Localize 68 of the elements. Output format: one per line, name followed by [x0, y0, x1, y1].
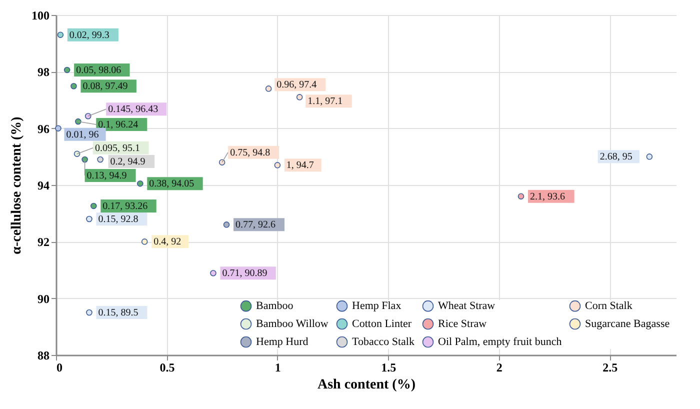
- point: [70, 82, 77, 90]
- point: [210, 270, 216, 276]
- legend-label: Rice Straw: [438, 318, 487, 330]
- point: [84, 113, 92, 120]
- point: [82, 156, 88, 163]
- x-tick-label: 1: [274, 360, 281, 374]
- data-label: 0.08, 97.49: [82, 81, 128, 92]
- point: [57, 32, 64, 38]
- data-label: 0.77, 92.6: [236, 220, 276, 231]
- data-label: 2.1, 93.6: [530, 191, 565, 202]
- data-label: 0.75, 94.8: [230, 147, 270, 158]
- point: [74, 150, 80, 157]
- data-label: 0.38, 94.05: [149, 178, 194, 190]
- y-tick-label: 96: [38, 122, 50, 136]
- point: [86, 216, 92, 222]
- point: [265, 86, 272, 92]
- data-label: 0.095, 95.1: [95, 142, 140, 154]
- point: [86, 309, 92, 316]
- data-label: 0.145, 96.43: [108, 104, 158, 116]
- legend-label: Bamboo Willow: [256, 318, 328, 330]
- point: [90, 202, 97, 210]
- legend-label: Cotton Linter: [352, 318, 412, 330]
- data-label: 2.68, 95: [600, 152, 632, 163]
- data-label: 1.1, 97.1: [308, 96, 343, 108]
- data-label: 1, 94.7: [286, 160, 314, 172]
- data-label: 0.15, 89.5: [98, 308, 138, 318]
- legend-label: Bamboo: [256, 300, 294, 312]
- point: [296, 94, 303, 100]
- data-label: 0.1, 96.24: [98, 120, 138, 131]
- y-tick-label: 94: [38, 178, 50, 192]
- legend-label: Sugarcane Bagasse: [585, 318, 670, 330]
- point: [646, 154, 653, 160]
- data-label: 0.01, 96: [66, 129, 99, 140]
- data-label: 0.15, 92.8: [98, 214, 138, 225]
- data-label: 0.17, 93.26: [102, 200, 148, 212]
- point: [518, 193, 524, 200]
- point: [55, 125, 62, 132]
- data-label: 0.2, 94.9: [110, 156, 146, 168]
- y-tick-label: 90: [38, 292, 50, 306]
- data-label: 0.71, 90.89: [222, 268, 268, 280]
- legend-label: Wheat Straw: [438, 300, 496, 312]
- data-label: 0.05, 98.06: [76, 64, 122, 76]
- x-tick-label: 0.5: [160, 360, 175, 374]
- x-axis-title: Ash content (%): [318, 378, 416, 392]
- point: [141, 238, 148, 245]
- y-tick-label: 100: [32, 8, 50, 22]
- point: [223, 222, 230, 228]
- y-tick-label: 92: [38, 235, 50, 250]
- y-axis-title: α-cellulose content (%): [10, 116, 24, 254]
- point: [64, 66, 70, 74]
- point: [274, 162, 281, 168]
- y-tick-label: 88: [38, 348, 50, 362]
- data-label: 0.96, 97.4: [276, 80, 317, 91]
- data-label: 0.13, 94.9: [86, 170, 127, 182]
- x-tick-label: 2: [496, 360, 502, 374]
- point: [137, 180, 144, 187]
- legend-label: Hemp Hurd: [256, 336, 309, 348]
- x-tick-label: 0: [56, 360, 62, 374]
- x-tick-label: 2.5: [602, 360, 618, 374]
- legend-label: Corn Stalk: [585, 300, 633, 312]
- point: [97, 156, 104, 163]
- y-tick-label: 98: [38, 65, 50, 80]
- x-tick-label: 1.5: [381, 360, 396, 374]
- data-label: 0.4, 92: [154, 236, 182, 248]
- legend-label: Oil Palm, empty fruit bunch: [438, 336, 562, 348]
- legend-label: Hemp Flax: [352, 300, 402, 312]
- legend-label: Tobacco Stalk: [352, 336, 415, 348]
- data-label: 0.02, 99.3: [69, 30, 110, 41]
